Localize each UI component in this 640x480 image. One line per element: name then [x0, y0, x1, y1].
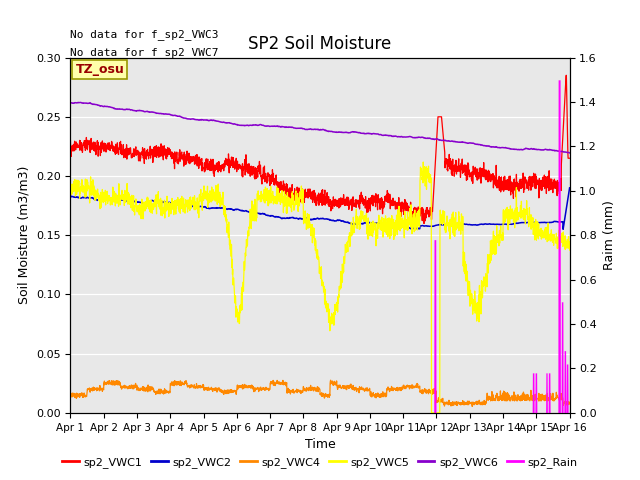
Title: SP2 Soil Moisture: SP2 Soil Moisture	[248, 35, 392, 53]
Text: No data for f_sp2_VWC7: No data for f_sp2_VWC7	[70, 47, 219, 58]
X-axis label: Time: Time	[305, 438, 335, 451]
Text: No data for f_sp2_VWC3: No data for f_sp2_VWC3	[70, 29, 219, 40]
Y-axis label: Raim (mm): Raim (mm)	[603, 200, 616, 270]
Text: TZ_osu: TZ_osu	[76, 63, 124, 76]
Legend: sp2_VWC1, sp2_VWC2, sp2_VWC4, sp2_VWC5, sp2_VWC6, sp2_Rain: sp2_VWC1, sp2_VWC2, sp2_VWC4, sp2_VWC5, …	[58, 452, 582, 472]
Y-axis label: Soil Moisture (m3/m3): Soil Moisture (m3/m3)	[17, 166, 30, 304]
